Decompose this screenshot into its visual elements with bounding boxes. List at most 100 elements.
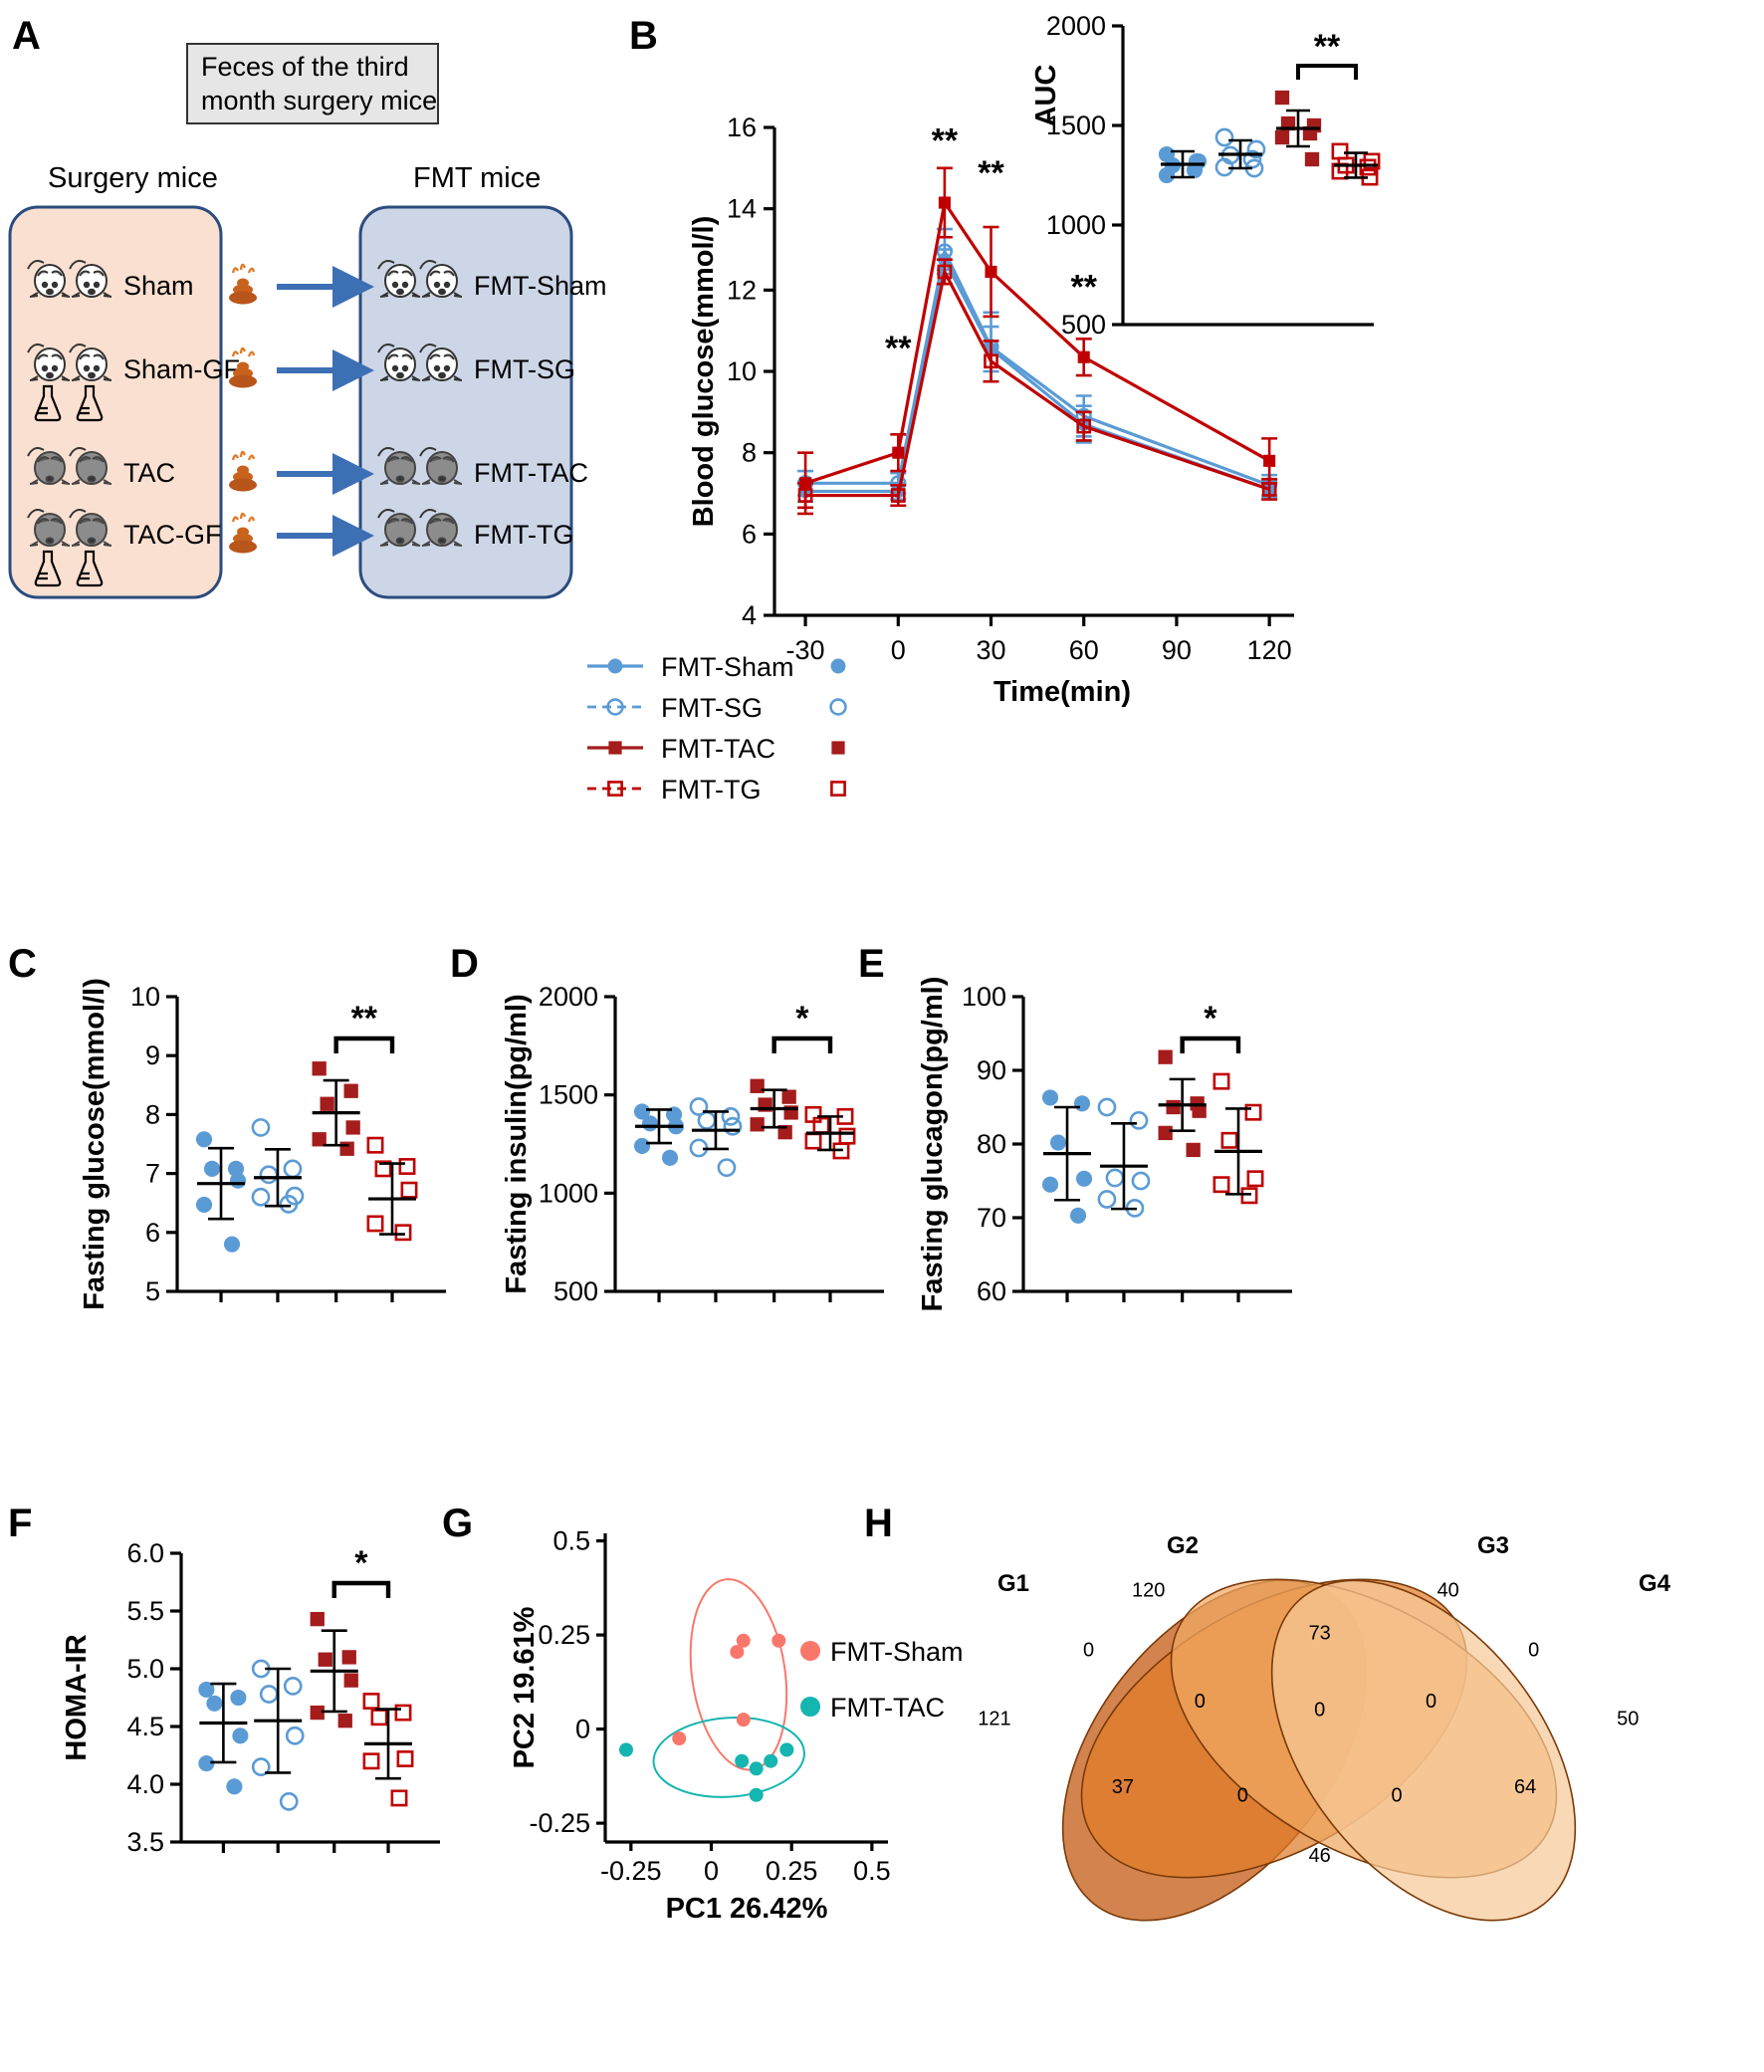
- data-point: [203, 1160, 221, 1177]
- y-tick-label: 4.0: [126, 1769, 164, 1799]
- data-point: [398, 1158, 416, 1175]
- data-point: [750, 1078, 765, 1093]
- data-point: [1244, 1103, 1262, 1121]
- legend-label: FMT-TG: [661, 775, 761, 805]
- data-point: [337, 1714, 352, 1728]
- data-point: [1304, 151, 1320, 167]
- legend-item-FMT-TAC: FMT-TAC: [587, 734, 845, 764]
- data-point: [1246, 139, 1266, 159]
- x-tick-label: 60: [1069, 635, 1099, 665]
- data-point: [285, 1726, 305, 1745]
- group-label-fmt-tg: FMT-TG: [474, 520, 573, 550]
- venn-set-label: G2: [1167, 1532, 1199, 1559]
- significance-bracket: [772, 1036, 833, 1053]
- series-legend: FMT-Sham FMT-SG FMT-TAC FMT-TG: [587, 652, 847, 805]
- y-tick-label: 12: [727, 275, 757, 305]
- legend-dot: [800, 1697, 820, 1717]
- y-tick-label: 4: [742, 600, 757, 630]
- fmt-mice-title: FMT mice: [413, 162, 541, 194]
- significance-bracket: [1296, 64, 1358, 80]
- group-FMT-TG: [362, 1693, 414, 1807]
- significance-marker: *: [1204, 1000, 1217, 1037]
- data-point: [938, 196, 951, 209]
- flask-icon: [76, 550, 104, 587]
- venn-region-count: 40: [1437, 1579, 1459, 1601]
- data-point: [1166, 1099, 1181, 1115]
- y-tick-label: 90: [977, 1055, 1006, 1085]
- group-label-sham: Sham: [123, 271, 194, 301]
- data-point: [251, 1118, 271, 1137]
- mouse-pair-sham-gf: [27, 344, 112, 422]
- data-point: [838, 1127, 856, 1145]
- y-tick-label: 1500: [1046, 111, 1106, 140]
- venn-region-count: 0: [1314, 1700, 1325, 1722]
- venn-region-count: 46: [1309, 1845, 1331, 1867]
- data-point: [777, 1125, 792, 1140]
- legend-label: FMT-TAC: [661, 734, 775, 764]
- significance-marker: *: [795, 1000, 809, 1037]
- significance-marker: **: [978, 154, 1004, 192]
- data-point: [1220, 1131, 1238, 1149]
- x-tick-label: 0.5: [853, 1856, 891, 1886]
- inset-title: AUC: [1030, 65, 1062, 127]
- group-FMT-TAC: [1158, 1049, 1207, 1158]
- group-FMT-TAC: [310, 1611, 358, 1728]
- data-point: [661, 1149, 679, 1166]
- data-point: [310, 1705, 325, 1721]
- data-point: [1049, 1134, 1067, 1151]
- panel-c-chart: 5 6 7 8 9 10 Fasting glucose(mmol/l) **: [79, 978, 446, 1310]
- significance-marker: **: [351, 1000, 378, 1037]
- data-point: [723, 1116, 743, 1136]
- venn-region-count: 0: [1426, 1691, 1436, 1713]
- mouse-pair-fmt-tg: [377, 509, 463, 547]
- surgery-mice-title: Surgery mice: [48, 162, 218, 194]
- ellipse-FMT-Sham: [689, 1578, 788, 1771]
- data-point: [749, 1761, 764, 1776]
- significance-marker: **: [885, 330, 912, 367]
- data-point: [633, 1103, 651, 1120]
- y-tick-label: 60: [977, 1276, 1006, 1306]
- data-point: [618, 1742, 633, 1757]
- y-tick-label: 3.5: [126, 1827, 164, 1857]
- feces-icon: [229, 450, 257, 492]
- significance-marker: **: [1070, 269, 1097, 307]
- data-point: [1097, 1097, 1117, 1117]
- venn-set-G4: [1270, 1579, 1577, 1922]
- panel-g-pca: -0.25 0 0.25 0.5 -0.25 0 0.25 0.5 PC1 26.42% PC2 …: [509, 1526, 964, 1925]
- group-FMT-Sham: [1041, 1089, 1093, 1224]
- venn-region-count: 0: [1237, 1785, 1248, 1807]
- y-tick-label: 1000: [539, 1178, 598, 1208]
- data-point: [730, 1645, 745, 1660]
- legend-item-FMT-Sham: FMT-Sham: [587, 652, 846, 682]
- data-point: [400, 1181, 418, 1199]
- panel-letter-a: A: [12, 14, 41, 58]
- feces-icon: [229, 346, 257, 388]
- data-point: [890, 488, 906, 503]
- group-FMT-Sham: [633, 1103, 685, 1166]
- y-tick-label: 100: [962, 982, 1006, 1012]
- data-point: [1076, 418, 1092, 434]
- legend-item-FMT-TG: FMT-TG: [587, 775, 846, 805]
- y-tick-label: 5.0: [126, 1654, 164, 1684]
- group-FMT-Sham: [198, 1681, 249, 1795]
- venn-region-count: 64: [1514, 1776, 1536, 1798]
- y-tick-label: 1500: [539, 1080, 598, 1110]
- data-point: [198, 1681, 215, 1698]
- panel-b-auc-inset: 500 1000 1500 2000 AUC **: [1030, 11, 1381, 340]
- y-axis-title: Blood glucose(mmol/l): [688, 216, 720, 528]
- data-point: [1158, 1125, 1173, 1141]
- group-FMT-Sham: [672, 1633, 786, 1746]
- y-tick-label: 2000: [539, 982, 598, 1012]
- y-tick-label: 5: [145, 1276, 160, 1306]
- x-axis-title: Time(min): [993, 676, 1131, 708]
- data-point: [830, 658, 846, 674]
- data-point: [1097, 1190, 1117, 1209]
- data-point: [343, 1673, 358, 1688]
- legend-item-FMT-SG: FMT-SG: [587, 693, 847, 723]
- mouse-pair-fmt-tac: [377, 447, 463, 485]
- flask-icon: [76, 384, 104, 422]
- data-point: [1131, 1171, 1151, 1191]
- data-point: [312, 1132, 327, 1147]
- data-point: [1246, 1170, 1264, 1188]
- y-tick-label: 8: [742, 438, 757, 468]
